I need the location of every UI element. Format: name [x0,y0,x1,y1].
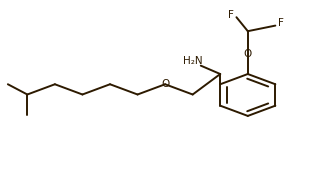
Text: F: F [278,18,284,28]
Text: F: F [228,10,233,20]
Text: O: O [244,49,252,59]
Text: O: O [161,79,169,89]
Text: H₂N: H₂N [183,56,202,66]
